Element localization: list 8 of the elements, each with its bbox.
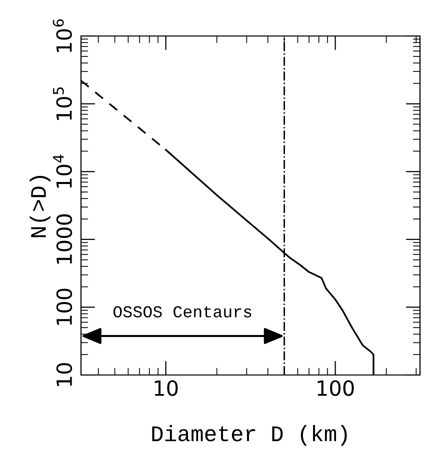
y-tick-label: 10$^{4}$ xyxy=(53,154,72,188)
x-axis-title: Diameter D (km) xyxy=(152,425,347,446)
y-axis-title: N(>D) xyxy=(30,176,50,238)
y-tick-label: 100 xyxy=(56,288,72,325)
y-tick-label: 1000 xyxy=(56,214,72,264)
annotation: OSSOS Centaurs xyxy=(113,306,252,318)
y-tick-label: 10$^{5}$ xyxy=(53,87,72,120)
y-tick-label: 10$^{6}$ xyxy=(52,19,72,52)
